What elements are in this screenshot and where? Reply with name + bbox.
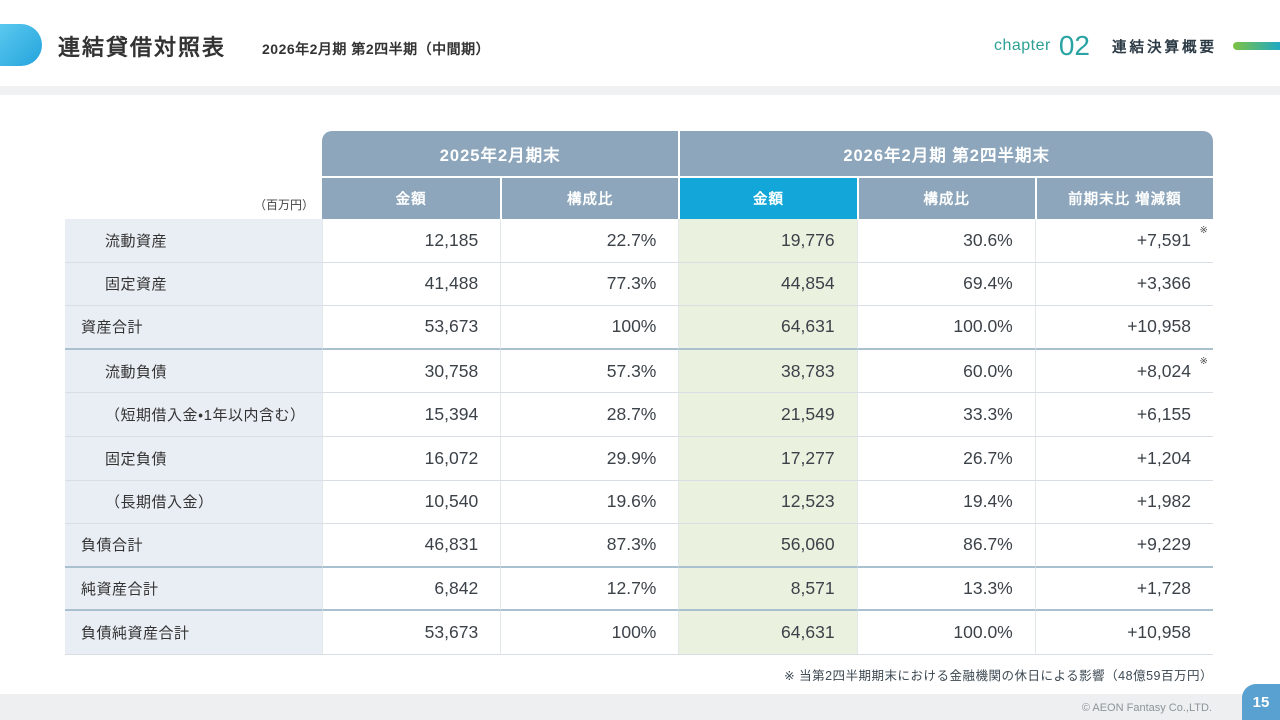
- cell-b2: 86.7%: [856, 524, 1035, 568]
- page-number: 15: [1252, 693, 1270, 711]
- row-label: 固定負債: [65, 436, 322, 481]
- cell-a1: 16,072: [322, 436, 501, 481]
- cell-a1: 53,673: [322, 306, 501, 350]
- cell-b2: 69.4%: [856, 262, 1035, 307]
- cell-a1: 41,488: [322, 262, 501, 307]
- footnote: ※ 当第2四半期期末における金融機関の休日による影響（48億59百万円）: [784, 669, 1213, 683]
- row-label: 流動負債: [65, 349, 322, 394]
- page-subtitle: 2026年2月期 第2四半期（中間期）: [262, 41, 491, 57]
- chapter-number: 02: [1058, 30, 1090, 61]
- cell-b3: +1,204: [1034, 436, 1213, 481]
- column-header-ratio-2026: 構成比: [856, 176, 1035, 219]
- column-group-2026: 2026年2月期 第2四半期末: [678, 131, 1213, 176]
- cell-b2: 100.0%: [856, 306, 1035, 350]
- chapter-section-title: 連結決算概要: [1112, 39, 1217, 56]
- row-label: 負債合計: [65, 524, 322, 568]
- cell-b1: 19,776: [678, 219, 857, 263]
- cell-b3: +6,155: [1034, 393, 1213, 437]
- cell-b2: 30.6%: [856, 219, 1035, 263]
- row-label: 資産合計: [65, 306, 322, 350]
- page-title: 連結貸借対照表: [58, 35, 227, 60]
- cell-b3: +3,366: [1034, 262, 1213, 307]
- cell-a1: 6,842: [322, 567, 501, 612]
- chapter-indicator: chapter 02 連結決算概要: [994, 28, 1280, 64]
- page-number-badge: 15: [1242, 684, 1280, 720]
- cell-a2: 29.9%: [500, 436, 679, 481]
- cell-b1: 17,277: [678, 436, 857, 481]
- cell-b1: 8,571: [678, 567, 857, 612]
- column-header-amount-2025: 金額: [322, 176, 501, 219]
- cell-b3: +1,728: [1034, 567, 1213, 612]
- unit-label: （百万円）: [253, 198, 314, 212]
- table-corner: （百万円）: [65, 131, 322, 219]
- copyright: © AEON Fantasy Co.,LTD.: [1081, 702, 1212, 714]
- header-divider: [0, 86, 1280, 95]
- footnote-reference-mark: ※: [1199, 355, 1208, 367]
- cell-a2: 12.7%: [500, 567, 679, 612]
- brand-shape-icon: [0, 24, 42, 66]
- cell-b3: +10,958: [1034, 611, 1213, 655]
- chapter-accent-line: [1233, 42, 1280, 50]
- cell-b1: 64,631: [678, 611, 857, 655]
- chapter-label: chapter: [993, 37, 1051, 54]
- cell-a2: 77.3%: [500, 262, 679, 307]
- cell-b3: +7,591 ※: [1034, 219, 1213, 263]
- cell-a1: 30,758: [322, 349, 501, 394]
- cell-b2: 19.4%: [856, 480, 1035, 525]
- footer-band: [0, 694, 1280, 720]
- cell-a2: 100%: [500, 611, 679, 655]
- cell-a2: 100%: [500, 306, 679, 350]
- cell-b1: 12,523: [678, 480, 857, 525]
- cell-b3: +8,024 ※: [1034, 349, 1213, 394]
- cell-b1: 56,060: [678, 524, 857, 568]
- cell-b2: 33.3%: [856, 393, 1035, 437]
- cell-b2: 60.0%: [856, 349, 1035, 394]
- cell-a1: 53,673: [322, 611, 501, 655]
- cell-a2: 22.7%: [500, 219, 679, 263]
- cell-b1: 44,854: [678, 262, 857, 307]
- cell-a1: 46,831: [322, 524, 501, 568]
- cell-b2: 100.0%: [856, 611, 1035, 655]
- cell-a1: 12,185: [322, 219, 501, 263]
- cell-a2: 87.3%: [500, 524, 679, 568]
- balance-sheet-table: （百万円） 2025年2月期末 2026年2月期 第2四半期末 金額 構成比 金…: [65, 131, 1213, 655]
- cell-a2: 57.3%: [500, 349, 679, 394]
- row-label: 固定資産: [65, 262, 322, 307]
- cell-b3: +9,229: [1034, 524, 1213, 568]
- cell-a2: 19.6%: [500, 480, 679, 525]
- column-header-change: 前期末比 増減額: [1034, 176, 1213, 219]
- cell-a1: 10,540: [322, 480, 501, 525]
- row-label: （長期借入金）: [65, 480, 322, 525]
- row-label: 純資産合計: [65, 567, 322, 612]
- column-header-ratio-2025: 構成比: [500, 176, 679, 219]
- cell-b1: 64,631: [678, 306, 857, 350]
- row-label: （短期借入金・1年以内含む）: [65, 393, 322, 437]
- row-label: 負債純資産合計: [65, 611, 322, 655]
- row-label: 流動資産: [65, 219, 322, 263]
- cell-a2: 28.7%: [500, 393, 679, 437]
- cell-b1: 38,783: [678, 349, 857, 394]
- cell-b2: 13.3%: [856, 567, 1035, 612]
- cell-b1: 21,549: [678, 393, 857, 437]
- cell-b3: +1,982: [1034, 480, 1213, 525]
- column-header-amount-2026: 金額: [678, 176, 857, 219]
- cell-b2: 26.7%: [856, 436, 1035, 481]
- footnote-reference-mark: ※: [1199, 225, 1208, 236]
- column-group-2025: 2025年2月期末: [322, 131, 679, 176]
- cell-b3: +10,958: [1034, 306, 1213, 350]
- cell-a1: 15,394: [322, 393, 501, 437]
